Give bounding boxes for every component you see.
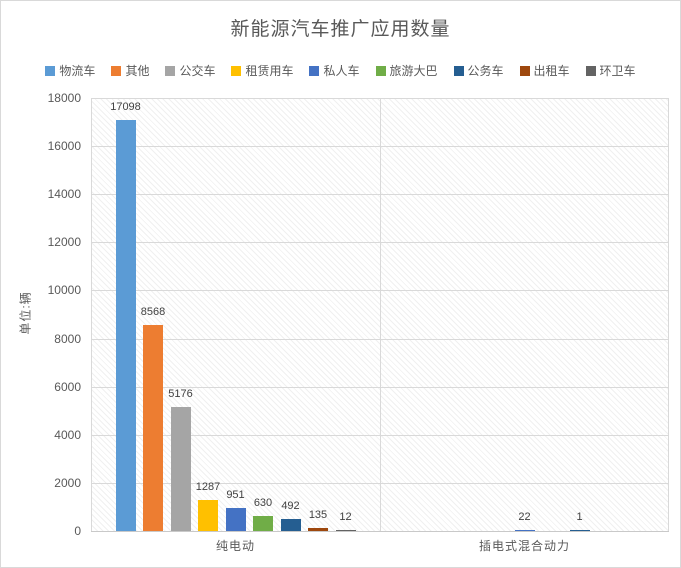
- y-tick-label: 0: [74, 524, 81, 538]
- legend-label: 物流车: [59, 64, 96, 78]
- data-label: 8568: [140, 305, 166, 318]
- legend-swatch-icon: [453, 65, 464, 76]
- data-label: 135: [308, 508, 328, 521]
- legend-label: 旅游大巴: [389, 64, 438, 78]
- y-tick-label: 14000: [47, 187, 81, 202]
- legend-label: 出租车: [533, 64, 570, 78]
- data-label: 951: [226, 489, 245, 502]
- legend-swatch-icon: [165, 65, 176, 76]
- bar-环卫车-纯电动: [335, 529, 356, 531]
- plot-border-line: [91, 98, 92, 531]
- bar-公务车-插电式混合动力: [569, 529, 590, 531]
- y-tick-label: 18000: [47, 91, 81, 105]
- chart-title: 新能源汽车推广应用数量: [230, 19, 451, 40]
- legend-label: 公务车: [467, 64, 504, 78]
- legend-item: 旅游大巴: [375, 62, 438, 79]
- legend-swatch-icon: [519, 65, 530, 76]
- legend-label: 公交车: [179, 64, 216, 78]
- legend-swatch-icon: [45, 65, 56, 76]
- data-label: 1287: [195, 481, 221, 494]
- legend-item: 出租车: [519, 62, 570, 79]
- data-label: 17098: [110, 100, 141, 113]
- data-label: 630: [253, 496, 273, 509]
- legend-label: 其他: [125, 64, 150, 78]
- bar-租赁用车-纯电动: [198, 500, 218, 531]
- legend-label: 租赁用车: [245, 64, 294, 78]
- legend: 物流车 其他 公交车 租赁用车 私人车 旅游大巴 公务车 出租车 环卫车: [1, 62, 680, 79]
- plot-border-line: [668, 98, 669, 531]
- legend-item: 租赁用车: [231, 62, 293, 79]
- data-label: 5176: [168, 387, 193, 400]
- bar-公务车-纯电动: [280, 519, 301, 531]
- legend-item: 私人车: [309, 62, 360, 79]
- y-tick-label: 12000: [47, 235, 81, 250]
- bar-物流车-纯电动: [115, 119, 136, 531]
- legend-label: 私人车: [323, 64, 360, 78]
- legend-item: 公务车: [453, 62, 504, 79]
- bar-旅游大巴-纯电动: [253, 515, 273, 531]
- category-label: 纯电动: [215, 539, 255, 553]
- y-tick-label: 16000: [47, 139, 81, 154]
- category-label: 插电式混合动力: [478, 539, 570, 553]
- data-label: 12: [339, 510, 352, 523]
- y-tick-label: 8000: [54, 331, 81, 346]
- plot-area: 17098 8568 5176 1287 951 630 492 135 12 22 1: [91, 98, 669, 532]
- legend-item: 环卫车: [585, 62, 636, 79]
- legend-swatch-icon: [111, 65, 122, 76]
- y-tick-label: 10000: [47, 283, 81, 298]
- y-tick-label: 2000: [54, 475, 81, 490]
- bar-私人车-插电式混合动力: [514, 529, 535, 531]
- data-label: 492: [281, 500, 300, 513]
- bar-私人车-纯电动: [225, 508, 246, 531]
- bar-出租车-纯电动: [308, 527, 328, 531]
- data-label: 1: [576, 510, 583, 523]
- data-label: 22: [518, 510, 531, 523]
- legend-item: 物流车: [45, 62, 95, 79]
- y-tick-label: 6000: [54, 379, 81, 394]
- legend-swatch-icon: [375, 65, 386, 76]
- legend-label: 环卫车: [599, 64, 636, 78]
- y-axis-tick-labels: 0 2000 4000 6000 8000 10000 12000 14000 16000 180…: [1, 91, 85, 538]
- legend-item: 其他: [111, 62, 149, 79]
- legend-swatch-icon: [309, 65, 320, 76]
- category-divider-line: [380, 98, 381, 531]
- legend-swatch-icon: [585, 65, 596, 76]
- legend-item: 公交车: [165, 62, 215, 79]
- legend-swatch-icon: [231, 65, 242, 76]
- bar-公交车-纯电动: [170, 406, 191, 531]
- bar-其他-纯电动: [143, 324, 163, 531]
- y-tick-label: 4000: [54, 427, 81, 442]
- x-axis-labels: 纯电动 插电式混合动力: [1, 537, 680, 557]
